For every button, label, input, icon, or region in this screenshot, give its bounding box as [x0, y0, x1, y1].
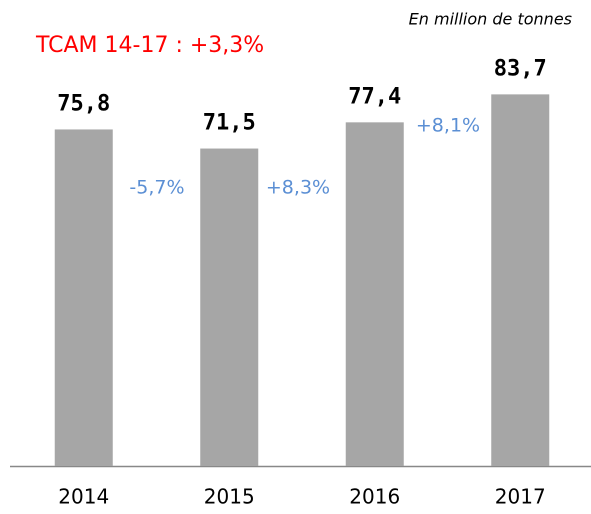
value-label: 71,5: [203, 111, 256, 136]
value-label: 77,4: [348, 84, 401, 109]
bar: [491, 94, 550, 466]
value-label: 83,7: [494, 56, 547, 81]
growth-label: +8,1%: [416, 115, 480, 137]
chart-title: TCAM 14-17 : +3,3%: [35, 33, 264, 58]
x-tick-label: 2017: [495, 485, 546, 509]
x-tick-label: 2015: [204, 485, 255, 509]
bar: [54, 129, 113, 466]
chart-subtitle: En million de tonnes: [409, 10, 572, 29]
growth-label: +8,3%: [266, 177, 330, 199]
growth-label: -5,7%: [129, 177, 184, 199]
x-tick-label: 2014: [58, 485, 109, 509]
bar: [345, 122, 404, 467]
bar: [200, 148, 259, 467]
value-label: 75,8: [57, 91, 110, 116]
x-tick-label: 2016: [349, 485, 400, 509]
